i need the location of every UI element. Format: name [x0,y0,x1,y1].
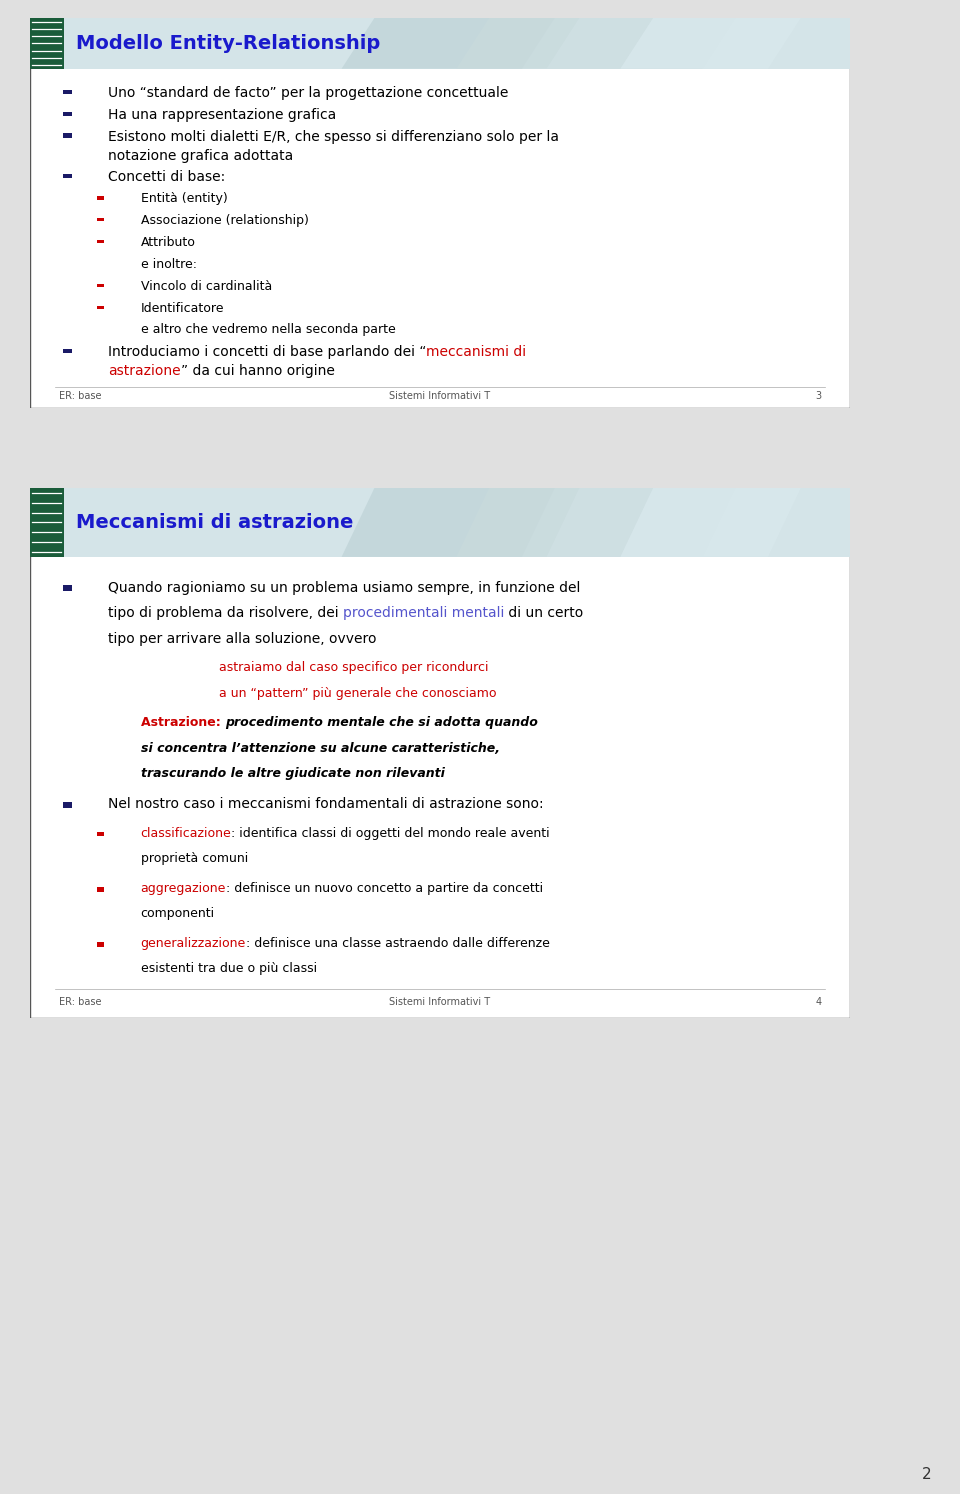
Text: Sistemi Informativi T: Sistemi Informativi T [390,996,491,1007]
Text: Ha una rappresentazione grafica: Ha una rappresentazione grafica [108,108,336,123]
Text: Uno “standard de facto” per la progettazione concettuale: Uno “standard de facto” per la progettaz… [108,87,508,100]
FancyBboxPatch shape [30,18,850,69]
Text: Attributo: Attributo [141,236,196,249]
Text: tipo per arrivare alla soluzione, ovvero: tipo per arrivare alla soluzione, ovvero [108,632,376,645]
FancyBboxPatch shape [30,489,64,557]
FancyBboxPatch shape [97,887,104,892]
FancyBboxPatch shape [62,348,72,353]
Text: : definisce una classe astraendo dalle differenze: : definisce una classe astraendo dalle d… [246,937,550,950]
Text: Nel nostro caso i meccanismi fondamentali di astrazione sono:: Nel nostro caso i meccanismi fondamental… [108,796,543,811]
Text: Introduciamo i concetti di base parlando dei “: Introduciamo i concetti di base parlando… [108,345,426,359]
Text: : identifica classi di oggetti del mondo reale aventi: : identifica classi di oggetti del mondo… [231,826,550,840]
FancyBboxPatch shape [97,241,104,244]
Text: proprietà comuni: proprietà comuni [141,852,248,865]
Text: Entità (entity): Entità (entity) [141,193,228,205]
FancyBboxPatch shape [62,112,72,117]
Text: procedimentali mentali: procedimentali mentali [343,607,504,620]
Text: Modello Entity-Relationship: Modello Entity-Relationship [76,34,380,52]
FancyBboxPatch shape [30,489,850,557]
Polygon shape [456,18,653,69]
Text: astraiamo dal caso specifico per ricondurci: astraiamo dal caso specifico per ricondu… [219,662,488,674]
Polygon shape [456,489,653,557]
FancyBboxPatch shape [30,18,850,408]
Text: esistenti tra due o più classi: esistenti tra due o più classi [141,962,317,976]
Text: astrazione: astrazione [108,365,180,378]
FancyBboxPatch shape [97,196,104,200]
FancyBboxPatch shape [62,90,72,94]
FancyBboxPatch shape [97,218,104,221]
FancyBboxPatch shape [62,173,72,178]
Text: procedimento mentale che si adotta quando: procedimento mentale che si adotta quand… [225,717,538,729]
FancyBboxPatch shape [97,943,104,947]
Text: : definisce un nuovo concetto a partire da concetti: : definisce un nuovo concetto a partire … [226,881,543,895]
Text: si concentra l’attenzione su alcune caratteristiche,: si concentra l’attenzione su alcune cara… [141,743,500,754]
Text: Esistono molti dialetti E/R, che spesso si differenziano solo per la: Esistono molti dialetti E/R, che spesso … [108,130,559,143]
FancyBboxPatch shape [62,802,72,808]
Text: a un “pattern” più generale che conosciamo: a un “pattern” più generale che conoscia… [219,687,496,699]
Polygon shape [546,489,735,557]
Text: Sistemi Informativi T: Sistemi Informativi T [390,391,491,402]
Polygon shape [620,489,801,557]
Text: Meccanismi di astrazione: Meccanismi di astrazione [76,512,353,532]
Polygon shape [342,489,555,557]
Text: aggregazione: aggregazione [141,881,226,895]
FancyBboxPatch shape [30,489,850,1017]
Text: notazione grafica adottata: notazione grafica adottata [108,148,293,163]
FancyBboxPatch shape [97,832,104,837]
Text: tipo di problema da risolvere, dei: tipo di problema da risolvere, dei [108,607,343,620]
Text: Concetti di base:: Concetti di base: [108,170,226,184]
Polygon shape [546,18,735,69]
Text: Astrazione:: Astrazione: [141,717,225,729]
Text: ER: base: ER: base [59,996,101,1007]
FancyBboxPatch shape [97,306,104,309]
Text: Vincolo di cardinalità: Vincolo di cardinalità [141,279,272,293]
FancyBboxPatch shape [62,586,72,592]
Text: 4: 4 [815,996,822,1007]
FancyBboxPatch shape [62,133,72,137]
Text: ” da cui hanno origine: ” da cui hanno origine [180,365,334,378]
Text: Identificatore: Identificatore [141,302,225,315]
Text: di un certo: di un certo [504,607,584,620]
Text: e altro che vedremo nella seconda parte: e altro che vedremo nella seconda parte [141,323,396,336]
Text: Quando ragioniamo su un problema usiamo sempre, in funzione del: Quando ragioniamo su un problema usiamo … [108,581,580,595]
Text: meccanismi di: meccanismi di [426,345,526,359]
Polygon shape [342,18,555,69]
Text: Associazione (relationship): Associazione (relationship) [141,214,308,227]
Text: generalizzazione: generalizzazione [141,937,246,950]
FancyBboxPatch shape [30,18,64,69]
FancyBboxPatch shape [97,284,104,287]
Polygon shape [620,18,801,69]
Text: 2: 2 [922,1467,931,1482]
Text: componenti: componenti [141,907,215,920]
Text: 3: 3 [815,391,822,402]
Text: ER: base: ER: base [59,391,101,402]
Text: e inoltre:: e inoltre: [141,258,197,270]
Text: classificazione: classificazione [141,826,231,840]
Text: trascurando le altre giudicate non rilevanti: trascurando le altre giudicate non rilev… [141,768,444,780]
